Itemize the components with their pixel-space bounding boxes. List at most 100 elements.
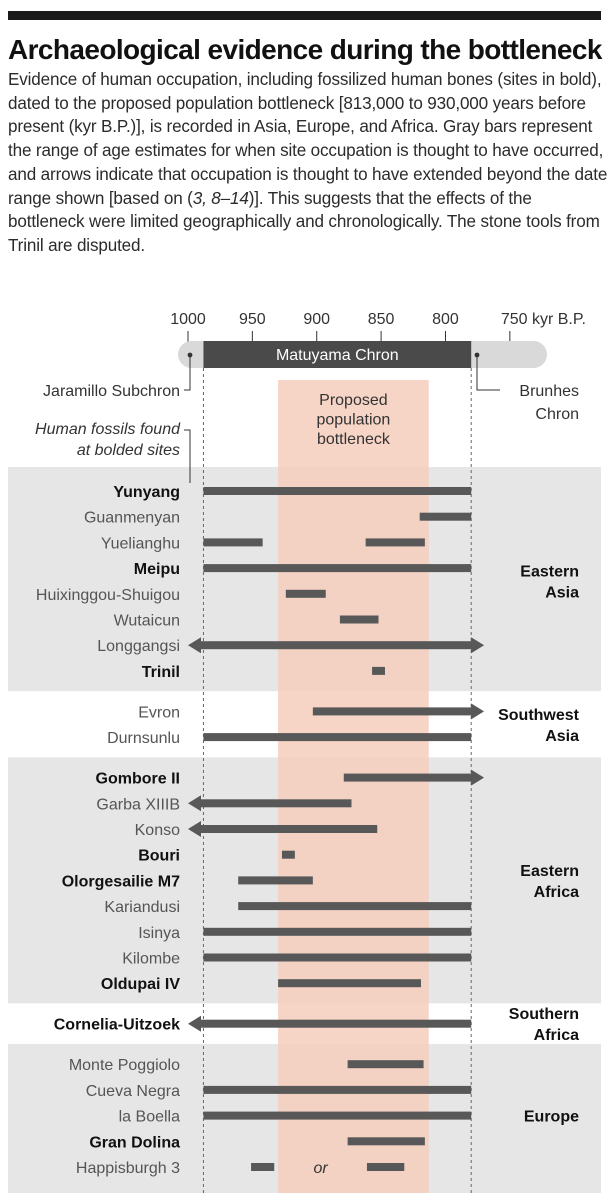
range-bar-shaft <box>347 1137 425 1146</box>
range-bar <box>203 564 472 573</box>
site-label: Oldupai IV <box>101 976 180 993</box>
range-bar <box>188 1015 472 1032</box>
range-bar <box>347 1137 425 1146</box>
site-label: Monte Poggiolo <box>69 1057 180 1074</box>
range-bar-shaft <box>203 1111 472 1120</box>
site-label: Huixinggou-Shuigou <box>36 587 180 604</box>
range-bar <box>188 821 378 837</box>
region-label-line: Eastern <box>520 563 579 580</box>
figure-title: Archaeological evidence during the bottl… <box>8 34 602 65</box>
range-bar-shaft <box>372 666 385 675</box>
arrow-left-head <box>188 1015 201 1032</box>
site-label: la Boella <box>119 1109 180 1126</box>
range-bar <box>188 795 352 812</box>
range-bar <box>366 1163 405 1171</box>
range-bar <box>372 666 385 675</box>
range-bar-shaft <box>251 1163 275 1171</box>
region-label-line: Southwest <box>498 707 580 724</box>
site-label: Yunyang <box>113 484 180 501</box>
range-bar <box>203 1111 472 1120</box>
range-bar <box>203 1085 472 1094</box>
site-label: Happisburgh 3 <box>76 1160 180 1177</box>
x-tick-label: 1000 <box>170 311 206 328</box>
site-label: Garba XIIIB <box>96 796 180 813</box>
brunhes-leader <box>476 357 500 391</box>
brunhes-marker <box>474 352 480 358</box>
range-bar <box>238 902 472 911</box>
site-label: Evron <box>138 704 180 721</box>
site-label: Longgangsi <box>97 638 180 655</box>
range-bar-shaft <box>203 927 472 936</box>
jaramillo-leader <box>184 357 191 391</box>
arrow-left-head <box>188 795 201 812</box>
or-label: or <box>313 1160 328 1177</box>
range-bar <box>203 953 472 962</box>
range-bar <box>343 769 485 786</box>
range-bar <box>339 615 379 624</box>
x-tick-label: 800 <box>432 311 459 328</box>
arrow-right-head <box>471 637 485 654</box>
range-bar <box>203 733 472 742</box>
range-bar <box>419 512 472 521</box>
x-tick-label: 950 <box>239 311 266 328</box>
range-bar <box>285 589 326 598</box>
site-label: Bouri <box>138 848 180 865</box>
range-bar-shaft <box>238 902 472 911</box>
range-bar <box>203 487 472 495</box>
range-bar <box>365 538 425 547</box>
range-bar-shaft <box>238 876 313 885</box>
site-label: Olorgesailie M7 <box>62 873 180 890</box>
site-label: Konso <box>135 822 180 839</box>
range-bar-shaft <box>203 564 472 573</box>
range-bar <box>312 703 485 720</box>
jaramillo-marker <box>187 352 193 358</box>
range-bar-shaft <box>203 1085 472 1094</box>
range-bar-shaft <box>365 538 425 547</box>
fossil-note-leader <box>184 429 191 483</box>
range-bar-shaft <box>278 979 422 988</box>
site-label: Durnsunlu <box>107 730 180 747</box>
range-bar-shaft <box>339 615 379 624</box>
range-bar <box>281 850 295 859</box>
range-bar <box>203 927 472 936</box>
arrow-right-head <box>471 769 485 786</box>
x-tick-label: 900 <box>303 311 330 328</box>
fossil-note-line: at bolded sites <box>77 442 180 459</box>
region-label-line: Africa <box>534 1027 579 1044</box>
range-bar-shaft <box>281 850 295 859</box>
site-label: Gombore II <box>96 771 180 788</box>
x-tick-label: 750 kyr B.P. <box>501 311 586 328</box>
description-part-2: )]. This suggests that the effects of th… <box>8 188 600 255</box>
range-bar <box>238 876 313 885</box>
range-bar-shaft <box>285 589 326 598</box>
site-label: Cueva Negra <box>86 1083 180 1100</box>
range-bar-shaft <box>198 1019 472 1028</box>
arrow-right-head <box>471 703 485 720</box>
arrow-left-head <box>188 821 201 837</box>
range-bar-shaft <box>203 538 263 547</box>
range-bar-shaft <box>198 641 475 650</box>
site-label: Trinil <box>142 664 180 681</box>
region-label-line: Southern <box>509 1006 579 1023</box>
site-label: Isinya <box>138 925 180 942</box>
matuyama-chron-bar <box>203 341 472 368</box>
region-label-line: Asia <box>545 584 579 601</box>
top-rule <box>8 11 601 20</box>
range-bar-shaft <box>312 707 475 716</box>
region-label-line: Europe <box>524 1109 579 1126</box>
range-bar <box>278 979 422 988</box>
range-bar-shaft <box>343 773 475 782</box>
range-bar <box>347 1060 424 1069</box>
site-label: Gran Dolina <box>89 1134 180 1151</box>
description-part-1: Evidence of human occupation, including … <box>8 70 608 208</box>
site-label: Kilombe <box>122 951 180 968</box>
figure-description: Evidence of human occupation, including … <box>8 68 608 258</box>
site-label: Kariandusi <box>104 899 180 916</box>
x-tick-label: 850 <box>368 311 395 328</box>
range-bar-shaft <box>347 1060 424 1069</box>
bottleneck-band <box>278 380 429 1193</box>
region-label-line: Eastern <box>520 863 579 880</box>
site-label: Meipu <box>134 561 180 578</box>
fossil-note-line: Human fossils found <box>35 421 181 438</box>
